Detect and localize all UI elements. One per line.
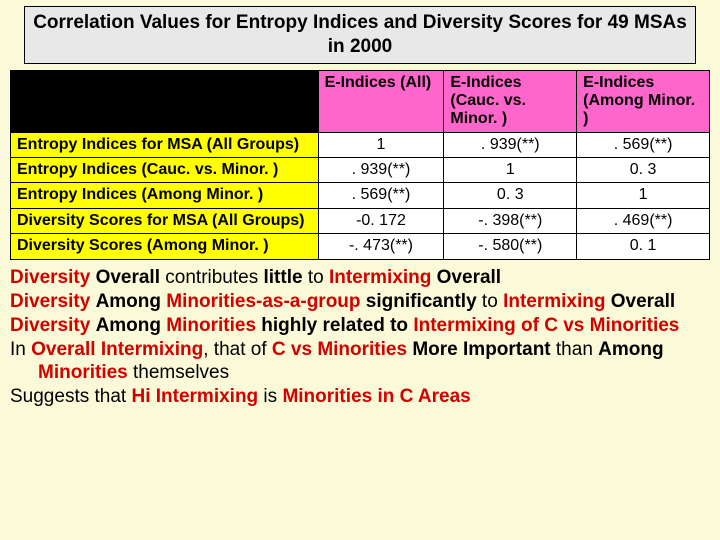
- cell: 1: [318, 132, 444, 157]
- kw: of C vs Minorities: [521, 315, 679, 336]
- kw: Minorities-as-a-group: [166, 291, 360, 312]
- kw: C vs Minorities: [272, 339, 407, 360]
- kw: Minorities: [166, 315, 256, 336]
- kw: Overall: [611, 291, 675, 312]
- kw: significantly: [366, 291, 477, 312]
- finding-line: Diversity Among Minorities-as-a-group si…: [10, 290, 710, 313]
- finding-line: Diversity Overall contributes little to …: [10, 266, 710, 289]
- table-row: Entropy Indices (Among Minor. ) . 569(**…: [11, 183, 710, 208]
- finding-line: Suggests that Hi Intermixing is Minoriti…: [10, 385, 710, 408]
- table-row: Diversity Scores (Among Minor. ) -. 473(…: [11, 234, 710, 259]
- finding-line: In Overall Intermixing, that of C vs Min…: [10, 338, 710, 384]
- row-label: Diversity Scores (Among Minor. ): [11, 234, 319, 259]
- kw: Overall: [96, 267, 160, 288]
- kw-intermixing: Intermixing: [329, 267, 431, 288]
- kw-diversity: Diversity: [10, 315, 90, 336]
- kw: More Important: [412, 339, 550, 360]
- kw: highly related to: [261, 315, 408, 336]
- col-header: E-Indices (Among Minor. ): [577, 70, 710, 132]
- kw: Minorities in C Areas: [282, 386, 470, 407]
- cell: 0. 3: [577, 158, 710, 183]
- kw-intermixing: Intermixing: [503, 291, 605, 312]
- cell: . 569(**): [577, 132, 710, 157]
- cell: 1: [577, 183, 710, 208]
- row-label: Entropy Indices (Cauc. vs. Minor. ): [11, 158, 319, 183]
- kw: Among: [96, 315, 161, 336]
- row-label: Entropy Indices for MSA (All Groups): [11, 132, 319, 157]
- cell: -. 580(**): [444, 234, 577, 259]
- kw: Among: [96, 291, 161, 312]
- kw: little: [264, 267, 303, 288]
- table-row: Entropy Indices (Cauc. vs. Minor. ) . 93…: [11, 158, 710, 183]
- cell: -0. 172: [318, 208, 444, 233]
- kw: Overall: [437, 267, 501, 288]
- kw: Minorities: [38, 362, 128, 383]
- cell: . 469(**): [577, 208, 710, 233]
- cell: . 939(**): [444, 132, 577, 157]
- row-label: Diversity Scores for MSA (All Groups): [11, 208, 319, 233]
- col-header: E-Indices (All): [318, 70, 444, 132]
- table-header-row: E-Indices (All) E-Indices (Cauc. vs. Min…: [11, 70, 710, 132]
- cell: 0. 3: [444, 183, 577, 208]
- cell: 1: [444, 158, 577, 183]
- row-label: Entropy Indices (Among Minor. ): [11, 183, 319, 208]
- kw-intermixing: Intermixing: [413, 315, 515, 336]
- slide-root: Correlation Values for Entropy Indices a…: [0, 0, 720, 409]
- correlation-table: E-Indices (All) E-Indices (Cauc. vs. Min…: [10, 70, 710, 260]
- kw: Among: [598, 339, 663, 360]
- cell: 0. 1: [577, 234, 710, 259]
- cell: -. 398(**): [444, 208, 577, 233]
- findings-block: Diversity Overall contributes little to …: [10, 266, 710, 409]
- kw: Hi Intermixing: [131, 386, 258, 407]
- kw-diversity: Diversity: [10, 291, 90, 312]
- col-header: E-Indices (Cauc. vs. Minor. ): [444, 70, 577, 132]
- header-empty-cell: [11, 70, 319, 132]
- table-row: Diversity Scores for MSA (All Groups) -0…: [11, 208, 710, 233]
- cell: -. 473(**): [318, 234, 444, 259]
- finding-line: Diversity Among Minorities highly relate…: [10, 314, 710, 337]
- kw-diversity: Diversity: [10, 267, 90, 288]
- cell: . 569(**): [318, 183, 444, 208]
- slide-title: Correlation Values for Entropy Indices a…: [24, 6, 696, 64]
- kw: Overall Intermixing: [31, 339, 203, 360]
- table-row: Entropy Indices for MSA (All Groups) 1 .…: [11, 132, 710, 157]
- cell: . 939(**): [318, 158, 444, 183]
